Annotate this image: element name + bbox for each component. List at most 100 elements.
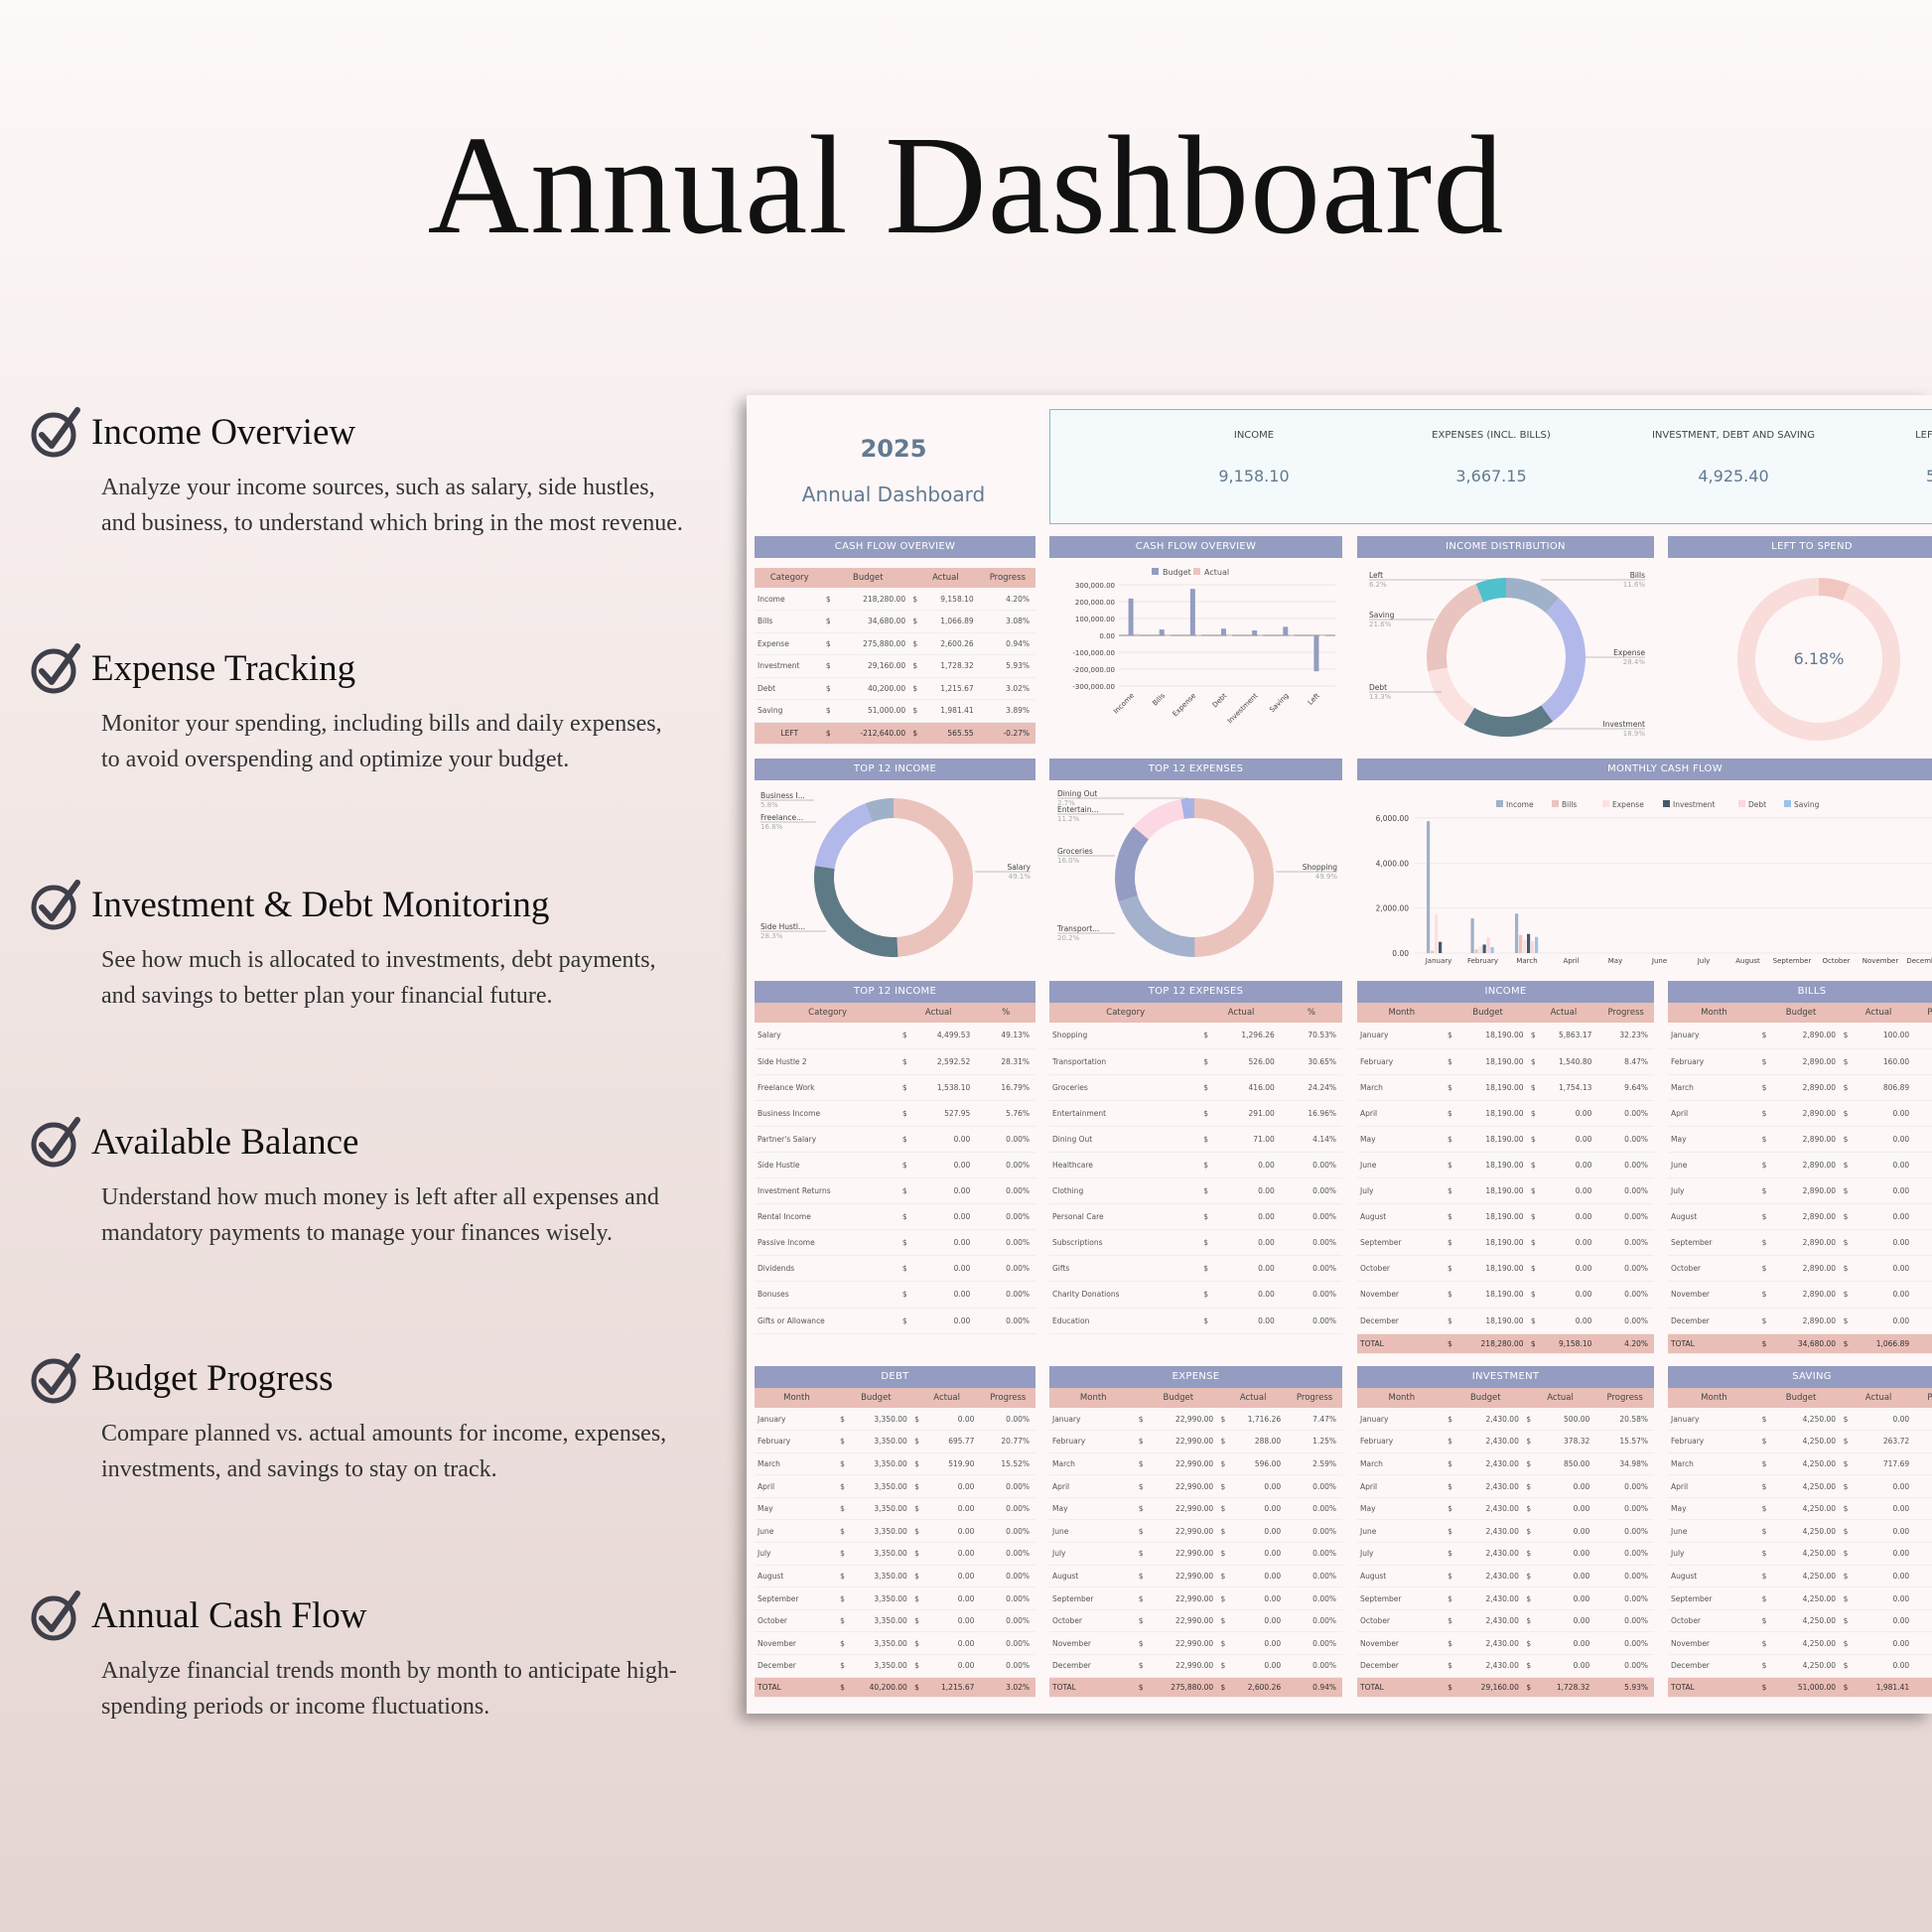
y-tick-label: 100,000.00 bbox=[1075, 616, 1115, 623]
table-row: Investment $29,160.00 $1,728.32 5.93% bbox=[755, 654, 1035, 678]
legend-swatch bbox=[1602, 800, 1609, 807]
actual-cell: 100.00 bbox=[1850, 1023, 1916, 1049]
income-month-table: Month Budget Actual Progress January $18,190.… bbox=[1357, 1003, 1654, 1354]
actual-cell: 416.00 bbox=[1209, 1074, 1281, 1101]
budget-cell: 3,350.00 bbox=[846, 1519, 913, 1544]
category-cell: Investment bbox=[755, 654, 825, 678]
budget-cell: 18,190.00 bbox=[1453, 1152, 1530, 1179]
budget-cell: 2,890.00 bbox=[1768, 1229, 1843, 1257]
table-cell: $ bbox=[911, 699, 919, 723]
progress-cell bbox=[1915, 1203, 1932, 1231]
table-cell: $ bbox=[824, 654, 832, 678]
category-cell: Transportation bbox=[1049, 1048, 1202, 1075]
table-row: Saving $51,000.00 $1,981.41 3.89% bbox=[755, 699, 1035, 723]
month-cell: May bbox=[1668, 1126, 1760, 1153]
month-cell: February bbox=[1668, 1430, 1760, 1453]
table-cell: $ bbox=[1524, 1430, 1533, 1453]
month-cell: March bbox=[1357, 1074, 1447, 1101]
table-row: November $2,430.00 $0.00 0.00% bbox=[1357, 1631, 1654, 1656]
slice-label: Bills bbox=[1630, 571, 1645, 580]
actual-cell: 0.00 bbox=[908, 1281, 977, 1309]
progress-cell: 1.25% bbox=[1287, 1430, 1342, 1453]
progress-cell: 3.08% bbox=[979, 610, 1035, 633]
header-expense-table: EXPENSE bbox=[1049, 1366, 1342, 1388]
table-cell: $ bbox=[1524, 1587, 1533, 1610]
table-row: September $4,250.00 $0.00 bbox=[1668, 1587, 1932, 1610]
actual-cell: 695.77 bbox=[920, 1430, 981, 1453]
column-header: Month bbox=[1357, 1388, 1447, 1408]
table-row: May $2,890.00 $0.00 bbox=[1668, 1126, 1932, 1153]
category-cell: Passive Income bbox=[755, 1229, 901, 1257]
month-cell: June bbox=[1357, 1152, 1447, 1179]
progress-cell: 0.00% bbox=[1595, 1474, 1654, 1498]
actual-cell: 0.00 bbox=[1532, 1654, 1596, 1678]
budget-cell: 22,990.00 bbox=[1144, 1542, 1220, 1566]
progress-cell: 7.47% bbox=[1287, 1408, 1342, 1432]
table-cell: $ bbox=[838, 1542, 847, 1566]
table-cell: $ bbox=[900, 1177, 909, 1205]
total-label: TOTAL bbox=[1668, 1333, 1760, 1354]
donut-slice bbox=[1463, 705, 1554, 737]
column-header: Actual bbox=[1842, 1388, 1916, 1408]
table-cell: $ bbox=[1842, 1452, 1851, 1476]
actual-cell: 1,066.89 bbox=[918, 610, 980, 633]
month-cell: January bbox=[1049, 1408, 1138, 1432]
month-cell: October bbox=[755, 1609, 839, 1633]
table-row: October $3,350.00 $0.00 0.00% bbox=[755, 1609, 1035, 1633]
progress-cell bbox=[1915, 1308, 1932, 1334]
table-row: June $18,190.00 $0.00 0.00% bbox=[1357, 1152, 1654, 1179]
donut-slice bbox=[865, 798, 894, 822]
table-row: Transportation $526.00 30.65% bbox=[1049, 1048, 1342, 1075]
table-row: Bonuses $0.00 0.00% bbox=[755, 1281, 1035, 1309]
table-cell: $ bbox=[1137, 1631, 1145, 1656]
feature-title: Income Overview bbox=[91, 411, 356, 453]
progress-cell: 0.00% bbox=[980, 1609, 1035, 1633]
progress-cell bbox=[1915, 1048, 1932, 1075]
table-cell: $ bbox=[1760, 1255, 1769, 1283]
percent-cell: 24.24% bbox=[1280, 1074, 1342, 1101]
y-tick-label: -100,000.00 bbox=[1072, 649, 1115, 657]
feature-title: Annual Cash Flow bbox=[91, 1594, 367, 1636]
table-row: February $2,430.00 $378.32 15.57% bbox=[1357, 1430, 1654, 1453]
progress-cell bbox=[1915, 1519, 1932, 1544]
table-cell: $ bbox=[1137, 1497, 1145, 1521]
table-cell: $ bbox=[824, 677, 832, 700]
slice-percent: 11.2% bbox=[1057, 815, 1080, 823]
x-tick-label: Debt bbox=[1211, 692, 1229, 710]
month-cell: September bbox=[1357, 1229, 1447, 1257]
month-cell: June bbox=[755, 1519, 839, 1544]
table-row: November $18,190.00 $0.00 0.00% bbox=[1357, 1281, 1654, 1309]
month-cell: December bbox=[755, 1654, 839, 1678]
bar bbox=[1519, 934, 1523, 953]
bar bbox=[1470, 918, 1474, 953]
actual-cell: 0.00 bbox=[1209, 1152, 1281, 1179]
month-cell: January bbox=[755, 1408, 839, 1432]
table-cell: $ bbox=[1524, 1542, 1533, 1566]
table-row: December $2,430.00 $0.00 0.00% bbox=[1357, 1654, 1654, 1678]
budget-cell: 2,890.00 bbox=[1768, 1100, 1843, 1127]
table-cell: $ bbox=[1529, 1048, 1537, 1075]
monthly-cash-flow-chart: Income Bills Expense Investment Debt Saving 6,… bbox=[1376, 800, 1932, 965]
column-header: Budget bbox=[1760, 1388, 1843, 1408]
slice-percent: 5.8% bbox=[760, 801, 778, 809]
table-cell: $ bbox=[1760, 1408, 1769, 1432]
table-cell: $ bbox=[838, 1609, 847, 1633]
actual-cell: 0.00 bbox=[1226, 1609, 1288, 1633]
y-tick-label: 2,000.00 bbox=[1376, 904, 1410, 913]
table-cell: 1,981.41 bbox=[1850, 1677, 1916, 1698]
actual-cell: 0.00 bbox=[1209, 1255, 1281, 1283]
column-header: Month bbox=[1357, 1003, 1447, 1023]
actual-cell: 9,158.10 bbox=[918, 588, 980, 611]
table-cell: $ bbox=[1842, 1631, 1851, 1656]
table-cell: $ bbox=[1201, 1229, 1210, 1257]
actual-cell: 0.00 bbox=[1536, 1152, 1598, 1179]
actual-cell: 1,296.26 bbox=[1209, 1023, 1281, 1049]
column-header: % bbox=[976, 1003, 1035, 1023]
budget-cell: 3,350.00 bbox=[846, 1565, 913, 1588]
table-cell: $ bbox=[1760, 1177, 1769, 1205]
table-cell: $ bbox=[1842, 1677, 1851, 1698]
